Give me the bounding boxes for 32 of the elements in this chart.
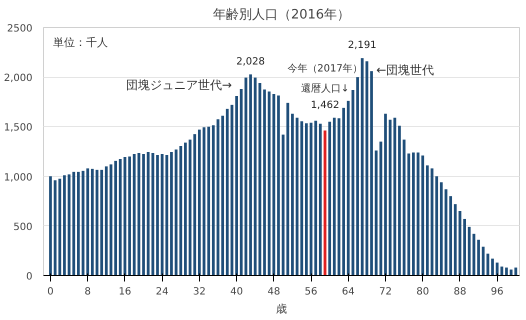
y-tick-label: 500 [13, 222, 33, 233]
data-label: 2,028 [236, 56, 265, 68]
y-tick-label: 2500 [7, 24, 33, 34]
x-tick-label: 32 [193, 286, 206, 298]
x-tick-label: 16 [118, 286, 132, 298]
annotation: ←団塊世代 [376, 63, 434, 78]
x-axis-title: 歳 [276, 302, 287, 316]
annotation: 団塊ジュニア世代→ [126, 78, 232, 92]
x-tick-label: 40 [230, 286, 243, 298]
x-tick-label: 72 [379, 286, 392, 298]
x-tick-label: 96 [490, 286, 504, 298]
data-label: 2,191 [348, 40, 377, 52]
y-tick-label: 1,000 [4, 172, 33, 184]
x-tick-label: 48 [267, 286, 280, 298]
x-tick-label: 8 [84, 286, 91, 298]
x-tick-label: 24 [156, 286, 169, 298]
annotation: 還暦人口↓ [300, 82, 350, 95]
y-tick-label: 1,500 [4, 122, 33, 134]
x-tick-label: 80 [416, 286, 430, 298]
data-label: 1,462 [310, 100, 340, 111]
x-tick-label: 56 [304, 286, 318, 298]
chart-title: 年齢別人口（2016年） [212, 8, 350, 22]
x-tick-label: 88 [454, 286, 466, 298]
y-tick-label: 2,000 [4, 73, 33, 84]
bar [384, 114, 387, 276]
bar [324, 130, 326, 276]
annotation: 今年（2017年） [287, 62, 363, 75]
x-tick-label: 0 [47, 286, 54, 298]
annotation: 単位：千人 [52, 36, 108, 49]
x-tick-label: 64 [342, 286, 355, 298]
bar [156, 154, 159, 276]
y-tick-label: 0 [26, 272, 33, 282]
